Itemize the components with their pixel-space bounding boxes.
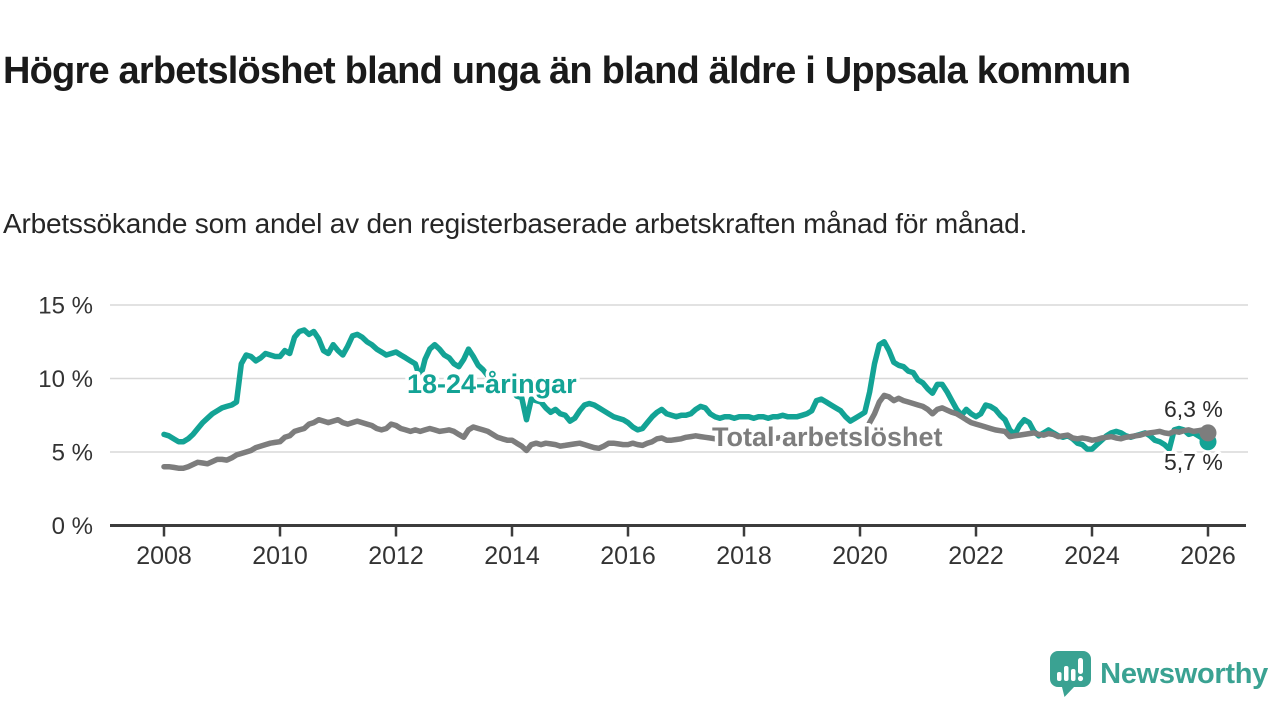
x-tick-label: 2014 xyxy=(484,542,540,570)
speech-bubble-bar-chart-icon xyxy=(1050,651,1092,697)
x-tick-label: 2020 xyxy=(832,542,888,570)
series-label-youth: 18-24-åringar xyxy=(407,369,577,399)
page-title: Högre arbetslöshet bland unga än bland ä… xyxy=(3,50,1131,93)
newsworthy-logo: Newsworthy xyxy=(1048,650,1268,698)
newsworthy-logo-text: Newsworthy xyxy=(1100,657,1268,690)
gridlines xyxy=(110,304,1248,453)
x-tick-label: 2008 xyxy=(136,542,192,570)
newsworthy-logo-icon xyxy=(1048,650,1092,698)
series-line-total xyxy=(161,392,1211,471)
y-tick-label: 0 % xyxy=(52,513,93,540)
y-tick-label: 15 % xyxy=(38,293,93,320)
x-axis-ticks xyxy=(162,525,1210,537)
x-tick-label: 2026 xyxy=(1180,542,1236,570)
series-label-total: Total arbetslöshet xyxy=(712,422,943,452)
series-line-youth xyxy=(161,327,1211,452)
x-tick-label: 2016 xyxy=(600,542,656,570)
chart-subtitle: Arbetssökande som andel av den registerb… xyxy=(3,208,1028,239)
end-value-label-youth: 5,7 % xyxy=(1164,449,1223,475)
x-tick-label: 2010 xyxy=(252,542,308,570)
end-value-label-total: 6,3 % xyxy=(1164,396,1223,422)
y-tick-label: 5 % xyxy=(52,440,93,467)
x-tick-label: 2012 xyxy=(368,542,424,570)
x-tick-labels: 2008 2010 2012 2014 2016 2018 2020 2022 2024 2026 xyxy=(136,542,1236,570)
y-tick-labels: 0 % 5 % 10 % 15 % xyxy=(38,293,93,541)
x-tick-label: 2024 xyxy=(1064,542,1120,570)
series-end-dot-total xyxy=(1199,424,1217,442)
x-tick-label: 2022 xyxy=(948,542,1004,570)
y-tick-label: 10 % xyxy=(38,366,93,393)
x-tick-label: 2018 xyxy=(716,542,772,570)
